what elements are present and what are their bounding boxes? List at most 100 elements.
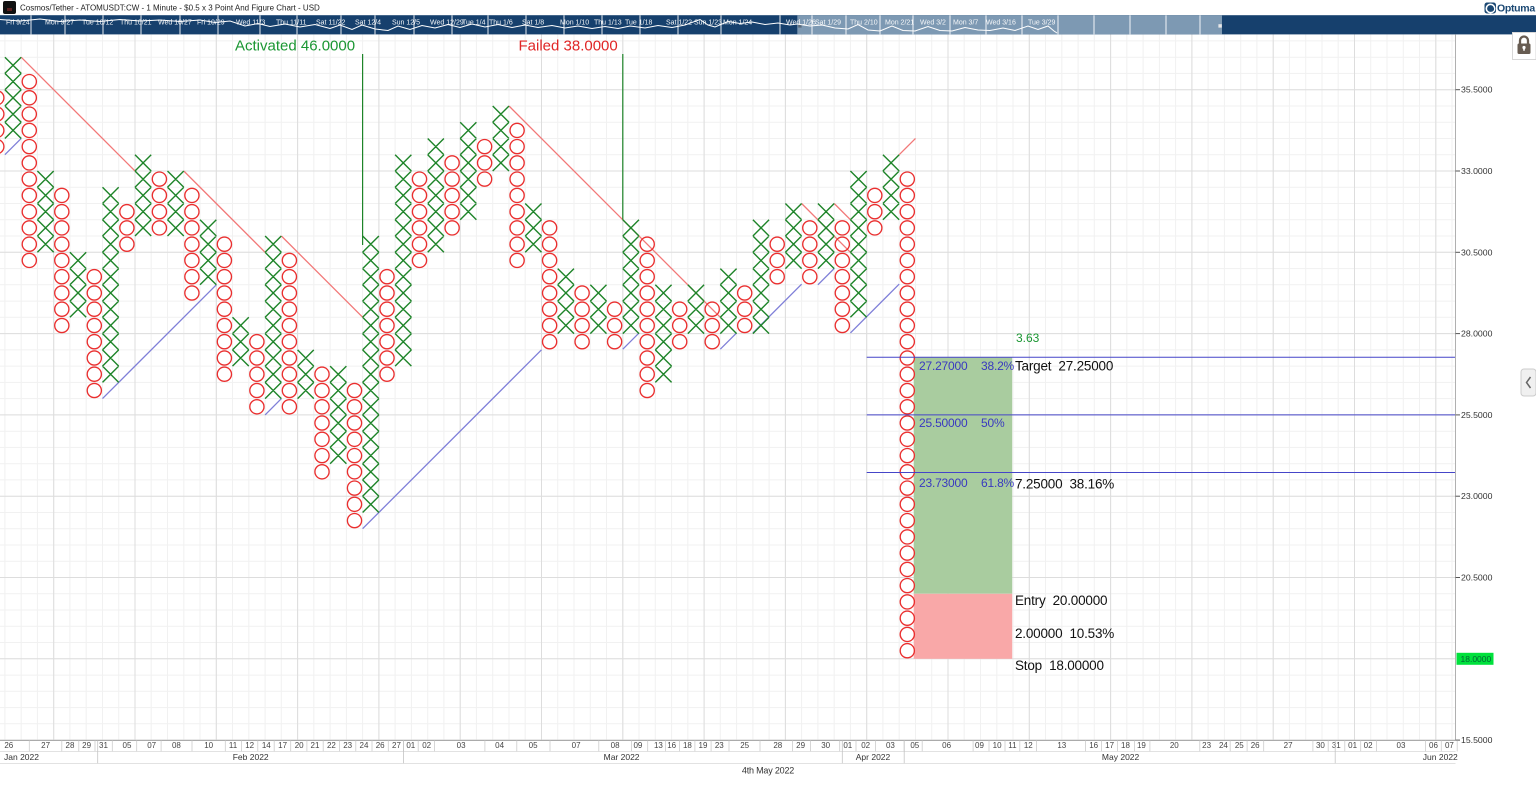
svg-text:01: 01 xyxy=(1348,741,1357,750)
svg-text:06: 06 xyxy=(942,741,951,750)
svg-text:Entry 20.00000: Entry 20.00000 xyxy=(1015,593,1107,608)
svg-text:22: 22 xyxy=(327,741,336,750)
svg-text:23: 23 xyxy=(343,741,352,750)
svg-text:Mon 1/10: Mon 1/10 xyxy=(560,20,589,27)
svg-text:26: 26 xyxy=(1251,741,1260,750)
svg-text:25.5000: 25.5000 xyxy=(1461,410,1493,420)
svg-text:30: 30 xyxy=(1316,741,1325,750)
svg-text:11: 11 xyxy=(1008,741,1017,750)
svg-text:29: 29 xyxy=(796,741,805,750)
svg-text:12: 12 xyxy=(1024,741,1033,750)
svg-text:06: 06 xyxy=(1429,741,1438,750)
svg-text:Mon 3/7: Mon 3/7 xyxy=(953,20,978,27)
svg-text:30.5000: 30.5000 xyxy=(1461,247,1493,257)
svg-text:26: 26 xyxy=(376,741,385,750)
svg-text:31: 31 xyxy=(99,741,108,750)
svg-text:02: 02 xyxy=(422,741,431,750)
svg-text:7.25000 38.16%: 7.25000 38.16% xyxy=(1015,477,1114,492)
svg-text:Feb 2022: Feb 2022 xyxy=(233,752,269,762)
svg-text:18.0000: 18.0000 xyxy=(1461,654,1492,664)
svg-text:Activated 46.0000: Activated 46.0000 xyxy=(235,38,355,55)
svg-text:20: 20 xyxy=(1170,741,1179,750)
svg-text:23.73000: 23.73000 xyxy=(919,476,968,490)
svg-text:Wed 3/16: Wed 3/16 xyxy=(986,20,1016,27)
svg-text:13: 13 xyxy=(1057,741,1066,750)
svg-text:28.0000: 28.0000 xyxy=(1461,329,1493,339)
svg-text:20.5000: 20.5000 xyxy=(1461,573,1493,583)
svg-text:Sat 1/22: Sat 1/22 xyxy=(666,20,692,27)
svg-text:09: 09 xyxy=(633,741,642,750)
svg-text:28: 28 xyxy=(66,741,75,750)
svg-text:Tue 3/29: Tue 3/29 xyxy=(1028,20,1055,27)
svg-text:50%: 50% xyxy=(981,416,1005,430)
svg-text:19: 19 xyxy=(1137,741,1146,750)
svg-text:Stop 18.00000: Stop 18.00000 xyxy=(1015,658,1104,673)
svg-text:16: 16 xyxy=(667,741,676,750)
svg-text:23: 23 xyxy=(1202,741,1211,750)
svg-text:Sat 12/4: Sat 12/4 xyxy=(355,20,381,27)
svg-text:07: 07 xyxy=(147,741,156,750)
svg-text:Thu 1/13: Thu 1/13 xyxy=(594,20,622,27)
svg-text:Target 27.25000: Target 27.25000 xyxy=(1015,359,1113,374)
svg-text:May 2022: May 2022 xyxy=(1102,752,1140,762)
svg-text:12: 12 xyxy=(245,741,254,750)
svg-text:03: 03 xyxy=(457,741,466,750)
svg-text:02: 02 xyxy=(861,741,870,750)
svg-text:26: 26 xyxy=(4,741,13,750)
svg-text:Thu 2/10: Thu 2/10 xyxy=(850,20,878,27)
svg-text:07: 07 xyxy=(1445,741,1454,750)
svg-text:28: 28 xyxy=(773,741,782,750)
svg-text:Apr 2022: Apr 2022 xyxy=(856,752,891,762)
svg-text:27.27000: 27.27000 xyxy=(919,359,968,373)
svg-text:20: 20 xyxy=(295,741,304,750)
svg-text:27: 27 xyxy=(41,741,50,750)
svg-text:23.0000: 23.0000 xyxy=(1461,491,1493,501)
svg-text:Sun 12/5: Sun 12/5 xyxy=(392,20,420,27)
svg-text:04: 04 xyxy=(495,741,504,750)
svg-text:13: 13 xyxy=(654,741,663,750)
svg-text:61.8%: 61.8% xyxy=(981,476,1015,490)
svg-text:Cosmos/Tether - ATOMUSDT:CW -: Cosmos/Tether - ATOMUSDT:CW - 1 Minute -… xyxy=(20,4,320,13)
svg-text:25: 25 xyxy=(740,741,749,750)
svg-text:11: 11 xyxy=(229,741,238,750)
svg-text:29: 29 xyxy=(82,741,91,750)
svg-text:05: 05 xyxy=(910,741,919,750)
svg-text:07: 07 xyxy=(572,741,581,750)
svg-text:Wed 12/29: Wed 12/29 xyxy=(430,20,464,27)
svg-text:Wed 3/2: Wed 3/2 xyxy=(920,20,946,27)
svg-text:10: 10 xyxy=(204,741,213,750)
svg-text:02: 02 xyxy=(1364,741,1373,750)
svg-text:27: 27 xyxy=(392,741,401,750)
svg-text:3.63: 3.63 xyxy=(1016,331,1040,345)
svg-text:2.00000 10.53%: 2.00000 10.53% xyxy=(1015,626,1114,641)
svg-text:19: 19 xyxy=(699,741,708,750)
svg-text:Jan 2022: Jan 2022 xyxy=(4,752,39,762)
svg-text:Wed 11/3: Wed 11/3 xyxy=(236,20,265,27)
svg-text:10: 10 xyxy=(993,741,1002,750)
svg-text:17: 17 xyxy=(1105,741,1114,750)
svg-text:17: 17 xyxy=(278,741,287,750)
svg-text:38.2%: 38.2% xyxy=(981,359,1015,373)
svg-text:Mar 2022: Mar 2022 xyxy=(604,752,640,762)
svg-text:Failed 38.0000: Failed 38.0000 xyxy=(519,38,618,55)
svg-text:25: 25 xyxy=(1235,741,1244,750)
svg-text:31: 31 xyxy=(1332,741,1341,750)
svg-text:08: 08 xyxy=(172,741,181,750)
svg-text:03: 03 xyxy=(886,741,895,750)
svg-text:18: 18 xyxy=(1121,741,1130,750)
svg-text:Jun 2022: Jun 2022 xyxy=(1423,752,1458,762)
svg-text:4th May 2022: 4th May 2022 xyxy=(742,766,794,776)
svg-text:24: 24 xyxy=(1219,741,1228,750)
svg-text:30: 30 xyxy=(821,741,830,750)
svg-text:03: 03 xyxy=(1397,741,1406,750)
svg-text:05: 05 xyxy=(529,741,538,750)
svg-text:05: 05 xyxy=(123,741,132,750)
svg-text:01: 01 xyxy=(406,741,415,750)
svg-text:Tue 1/18: Tue 1/18 xyxy=(625,20,652,27)
svg-text:25.50000: 25.50000 xyxy=(919,416,968,430)
svg-text:Mon 2/21: Mon 2/21 xyxy=(885,20,914,27)
svg-text:09: 09 xyxy=(975,741,984,750)
svg-text:15.5000: 15.5000 xyxy=(1461,735,1493,745)
svg-text:18: 18 xyxy=(683,741,692,750)
svg-text:08: 08 xyxy=(611,741,620,750)
